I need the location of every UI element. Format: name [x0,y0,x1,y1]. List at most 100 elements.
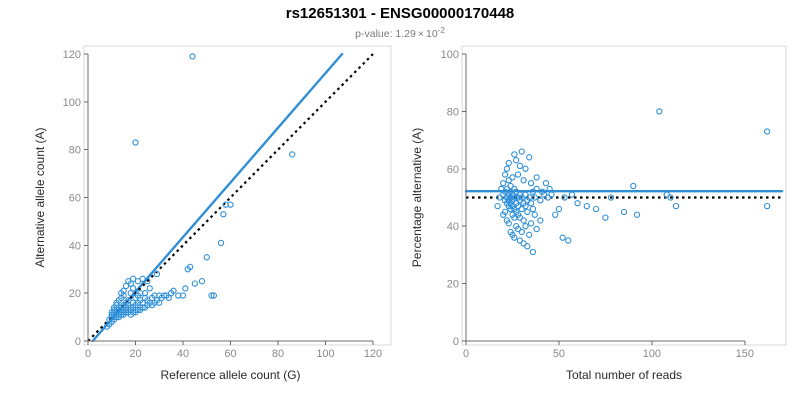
data-point [160,292,168,299]
data-point [511,194,518,201]
data-point [518,228,525,236]
data-point [127,304,134,311]
data-point [531,194,538,201]
x-axis-title: Total number of reads [566,368,682,382]
y-axis-tick-label: 120 [63,49,81,61]
data-point [516,162,524,170]
data-point [526,231,533,238]
data-point [763,128,771,135]
data-points [103,53,296,330]
y-axis-tick-label: 100 [441,49,459,61]
data-point [217,239,225,247]
data-point [667,194,674,201]
y-axis-tick-label: 0 [453,336,459,348]
data-point [494,202,501,210]
data-point [522,223,529,230]
data-point [186,263,194,271]
x-axis-tick-label: 100 [316,348,334,360]
data-point [533,185,540,193]
data-point [153,270,161,278]
data-point [179,292,187,299]
data-point [602,214,609,221]
data-point [191,280,199,287]
data-point [518,148,525,155]
y-axis-tick-label: 60 [69,193,81,205]
x-axis-tick-label: 80 [272,348,284,360]
data-point [134,278,142,285]
x-axis-tick-label: 100 [643,348,661,360]
plot-area [464,108,784,256]
y-axis-tick-label: 20 [447,279,459,291]
data-point [170,287,177,294]
data-point [537,217,544,224]
data-point [630,182,637,190]
data-point [129,275,137,282]
data-point [120,287,127,294]
data-point [522,165,529,172]
data-point [156,299,163,306]
data-point [546,185,553,193]
x-axis-tick-label: 150 [736,348,754,360]
data-point [125,297,132,304]
scatter-panel-percentage-alternative: 0 20 40 60 80 100 0 50 100 150 Total number of rea… [410,45,787,382]
data-point [139,275,146,282]
data-point [203,254,210,261]
data-point [129,285,137,292]
data-point [565,237,572,244]
data-point [501,208,509,215]
y-axis-tick-label: 100 [63,97,81,109]
x-axis-tick-label: 0 [85,348,91,360]
data-point [127,290,134,297]
data-point [561,194,568,201]
data-point [289,151,296,158]
data-point [511,151,518,158]
x-axis-tick-label: 120 [364,348,382,360]
subtitle-times-symbol: × [418,28,424,40]
y-axis-title: Percentage alternative (A) [410,128,424,267]
y-axis-tick-label: 40 [69,240,81,252]
data-point [552,211,559,218]
data-point [527,220,535,227]
data-point [132,139,139,146]
data-point [656,108,663,115]
x-axis-tick-label: 60 [224,348,236,360]
x-axis-tick-label: 0 [463,348,469,360]
data-point [583,202,590,210]
data-point [122,282,130,290]
subtitle-pvalue: p-value: 1.29 × 10-2 [355,26,445,40]
y-axis-tick-label: 0 [75,336,81,348]
data-point [500,179,507,187]
data-point [537,197,544,204]
data-point [533,174,540,181]
page-title: rs12651301 - ENSG00000170448 [286,5,515,22]
x-axis-tick-label: 40 [177,348,189,360]
x-axis-tick-label: 50 [553,348,565,360]
data-point [672,202,680,210]
data-point [574,200,581,207]
data-point [527,179,535,187]
y-axis-tick-label: 80 [447,106,459,118]
x-axis-tick-label: 20 [129,348,141,360]
data-point [509,174,516,181]
data-point [146,285,153,292]
data-point [524,243,531,250]
data-point [542,179,550,187]
data-point [198,278,206,285]
data-point [607,194,615,201]
y-axis-tick-label: 60 [447,164,459,176]
data-point [555,205,563,213]
data-point [520,217,527,224]
data-point [633,211,641,218]
data-point [501,171,509,178]
data-point [520,177,527,184]
y-axis-tick-label: 80 [69,145,81,157]
data-point [227,201,234,208]
svg-text:p-value: 1.29×10-2: p-value: 1.29 × 10-2 [355,26,445,40]
y-axis-tick-label: 20 [69,288,81,300]
data-point [139,299,146,306]
data-point [524,208,531,215]
data-point [514,171,522,178]
data-point [144,278,151,285]
data-point [505,220,512,227]
